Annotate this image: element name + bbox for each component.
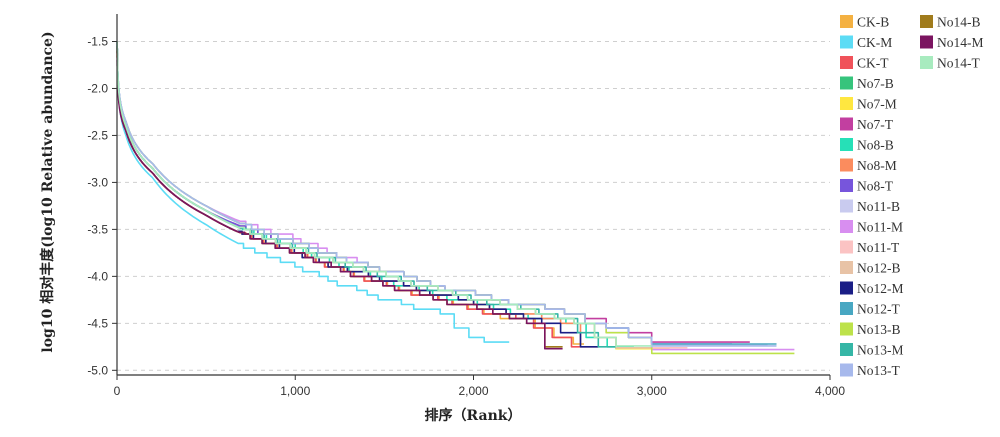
series-line-no8-b (116, 41, 634, 348)
legend-label: No7-M (857, 97, 897, 112)
legend-label: No8-B (857, 138, 894, 153)
x-tick-label: 0 (114, 384, 121, 398)
legend-item[interactable]: CK-B (840, 15, 889, 30)
legend-item[interactable]: No13-B (840, 322, 901, 337)
legend-item[interactable]: No8-T (840, 179, 894, 194)
legend-item[interactable]: No14-B (920, 15, 981, 30)
series-lines (116, 41, 795, 355)
legend-label: No7-B (857, 76, 894, 91)
legend-label: No13-T (857, 363, 900, 378)
legend-swatch (840, 240, 853, 254)
legend-label: No8-T (857, 179, 894, 194)
series-line-no14-t (116, 41, 652, 348)
legend-swatch (840, 363, 853, 377)
legend-swatch (840, 302, 853, 315)
legend-item[interactable]: No11-T (840, 240, 900, 255)
legend-swatch (840, 15, 853, 28)
series-line-no11-m (116, 41, 795, 351)
legend-label: CK-B (857, 15, 889, 30)
legend-item[interactable]: No13-M (840, 343, 904, 358)
series-line-no14-m (116, 60, 563, 350)
y-tick-label: -2.5 (87, 128, 108, 142)
legend-item[interactable]: CK-T (840, 56, 889, 71)
legend-item[interactable]: No11-B (840, 199, 900, 214)
legend-label: No11-M (857, 220, 903, 235)
y-axis-title: log10 相对丰度(log10 Relative abundance) (39, 31, 56, 352)
series-line-no11-t (116, 46, 688, 349)
legend-label: No12-T (857, 302, 900, 317)
legend-item[interactable]: No7-T (840, 117, 894, 132)
legend-label: No12-B (857, 261, 901, 276)
x-tick-label: 3,000 (637, 384, 667, 398)
legend-swatch (840, 199, 853, 213)
legend-swatch (840, 76, 853, 90)
legend-label: No8-M (857, 158, 897, 173)
series-line-no7-b (116, 46, 661, 350)
series-line-ck-b (116, 41, 584, 345)
y-tick-label: -4.0 (87, 269, 108, 283)
series-line-no14-b (116, 50, 563, 348)
legend-swatch (840, 138, 853, 151)
legend-swatch (840, 56, 853, 69)
legend-item[interactable]: No13-T (840, 363, 900, 378)
y-tick-label: -1.5 (87, 34, 108, 48)
legend-item[interactable]: No12-B (840, 261, 901, 276)
series-line-no13-m (116, 41, 617, 348)
series-line-no8-m (116, 50, 599, 348)
legend-item[interactable]: No11-M (840, 220, 903, 235)
series-line-no7-m (116, 41, 670, 350)
legend-swatch (840, 220, 853, 233)
legend-item[interactable]: No14-M (920, 35, 984, 50)
legend: CK-B CK-M CK-T No7-B No7-M No7-T No8-B No8-M No8… (840, 15, 984, 378)
x-tick-label: 4,000 (815, 384, 845, 398)
legend-label: No7-T (857, 117, 894, 132)
legend-item[interactable]: No12-M (840, 281, 904, 296)
legend-label: No14-T (937, 56, 980, 71)
legend-swatch (840, 179, 853, 192)
legend-label: CK-T (857, 56, 889, 71)
legend-swatch (840, 281, 853, 295)
series-line-no12-b (116, 46, 652, 349)
y-tick-label: -4.5 (87, 316, 108, 330)
legend-item[interactable]: No8-B (840, 138, 894, 153)
legend-swatch (840, 322, 853, 336)
x-axis-title: 排序（Rank） (425, 407, 522, 424)
legend-label: No11-T (857, 240, 900, 255)
legend-item[interactable]: No7-B (840, 76, 894, 91)
legend-item[interactable]: No7-M (840, 97, 897, 112)
legend-swatch (840, 97, 853, 110)
series-line-no8-t (116, 46, 732, 345)
series-line-no13-b (116, 46, 795, 355)
x-tick-label: 1,000 (280, 384, 310, 398)
series-line-no11-b (116, 41, 768, 348)
legend-label: No13-M (857, 343, 904, 358)
legend-label: No11-B (857, 199, 900, 214)
legend-item[interactable]: No8-M (840, 158, 897, 173)
gridlines (117, 40, 830, 371)
y-tick-label: -3.5 (87, 222, 108, 236)
x-tick-label: 2,000 (458, 384, 488, 398)
legend-label: No12-M (857, 281, 904, 296)
y-tick-label: -3.0 (87, 175, 108, 189)
y-tick-label: -2.0 (87, 81, 108, 95)
legend-swatch (840, 35, 853, 49)
legend-swatch (920, 56, 933, 69)
legend-label: CK-M (857, 35, 892, 50)
series-line-ck-m (116, 46, 510, 343)
legend-label: No14-M (937, 35, 984, 50)
legend-label: No14-B (937, 15, 981, 30)
y-tick-label: -5.0 (87, 363, 108, 377)
axes: -1.5 -2.0 -2.5 -3.0 -3.5 -4.0 -4.5 -5.0 0 1,000 2,… (87, 14, 845, 398)
legend-swatch (840, 117, 853, 131)
legend-swatch (840, 158, 853, 172)
legend-item[interactable]: No14-T (920, 56, 980, 71)
legend-swatch (920, 15, 933, 28)
legend-item[interactable]: No12-T (840, 302, 900, 317)
legend-label: No13-B (857, 322, 901, 337)
legend-swatch (920, 35, 933, 49)
legend-item[interactable]: CK-M (840, 35, 892, 50)
legend-swatch (840, 261, 853, 274)
legend-swatch (840, 343, 853, 356)
